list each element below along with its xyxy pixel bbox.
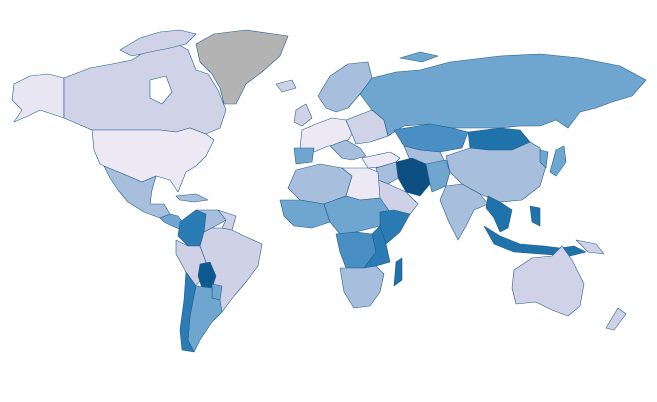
southern-africa xyxy=(339,265,385,309)
arctic-islands xyxy=(399,51,439,63)
east-africa xyxy=(363,225,391,269)
japan xyxy=(549,145,567,177)
italy-balkans xyxy=(329,139,367,161)
southeast-asia xyxy=(485,195,513,233)
west-africa xyxy=(279,199,331,229)
alaska xyxy=(11,73,65,123)
chile xyxy=(179,271,197,353)
uk-ireland xyxy=(293,103,313,127)
iceland xyxy=(275,79,297,93)
russia xyxy=(359,53,647,137)
iran xyxy=(395,157,431,197)
korea xyxy=(539,149,549,169)
australia xyxy=(511,245,585,317)
scandinavia xyxy=(317,61,373,113)
iberia xyxy=(293,147,315,165)
india xyxy=(439,183,489,241)
mexico xyxy=(103,165,171,219)
philippines xyxy=(529,205,541,227)
papua xyxy=(575,239,605,255)
hudson-bay xyxy=(149,75,173,105)
caribbean xyxy=(175,193,209,203)
madagascar xyxy=(393,257,403,287)
paraguay xyxy=(211,283,223,301)
new-zealand xyxy=(605,307,627,331)
greenland xyxy=(195,29,289,105)
canadian-arctic xyxy=(119,29,197,57)
